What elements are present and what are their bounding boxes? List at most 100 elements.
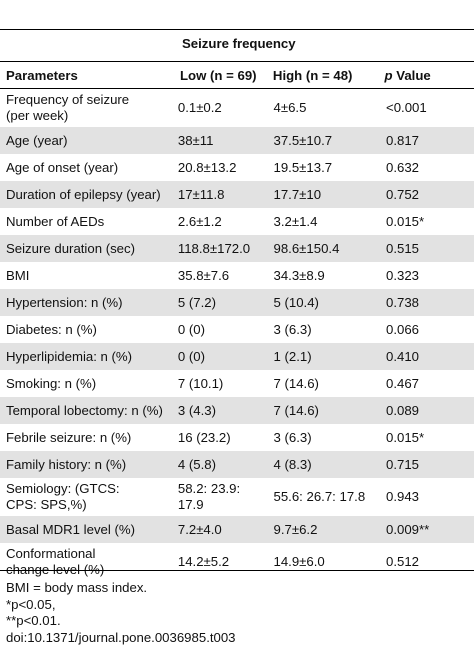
parameter-line: Hyperlipidemia: n (%) [6, 348, 133, 364]
table-row: Febrile seizure: n (%) 16 (23.2) 3 (6.3) 0.… [0, 424, 474, 451]
cell-p-value: 0.410 [380, 343, 474, 370]
data-table: Frequency of seizure (per week) 0.1±0.2 4±6… [0, 89, 474, 581]
cell-high: 7 (14.6) [273, 375, 319, 391]
table-row: Diabetes: n (%) 0 (0) 3 (6.3) 0.066 [0, 316, 474, 343]
parameter-line: Age (year) [6, 132, 68, 148]
parameter-line: Number of AEDs [6, 213, 105, 229]
parameter-line: Hypertension: n (%) [6, 294, 123, 310]
parameter-line: Frequency of seizure [6, 92, 130, 107]
cell-high: 19.5±13.7 [273, 159, 333, 175]
cell-p-value: 0.015* [386, 213, 425, 229]
table-row: Duration of epilepsy (year) 17±11.8 17.7±1… [0, 181, 474, 208]
cell-high: 34.3±8.9 [273, 267, 325, 283]
cell-p-value: 0.009** [380, 516, 474, 543]
cell-low: 2.6±1.2 [177, 213, 222, 229]
cell-high: 7 (14.6) [267, 397, 380, 424]
cell-high: 3 (6.3) [273, 429, 312, 445]
parameter-line: Conformational [6, 546, 96, 561]
cell-parameter: Conformational change level (%) [0, 543, 172, 581]
cell-high: 17.7±10 [267, 181, 380, 208]
cell-parameter: Frequency of seizure (per week) [0, 89, 172, 127]
cell-high: 55.6: 26.7: 17.8 [273, 489, 366, 504]
parameter-line: Duration of epilepsy (year) [6, 186, 161, 202]
cell-low: 7.2±4.0 [171, 516, 268, 543]
footnote-line: BMI = body mass index. [6, 580, 148, 595]
cell-low: 35.8±7.6 [177, 267, 230, 283]
table-row: Number of AEDs 2.6±1.2 3.2±1.4 0.015* [0, 208, 474, 235]
cell-p-value: 0.515 [380, 235, 474, 262]
cell-low: 14.2±5.2 [177, 554, 230, 569]
parameter-line: Temporal lobectomy: n (%) [6, 402, 163, 418]
header-p-value: p Value [379, 62, 474, 88]
cell-p-value: 0.715 [380, 451, 474, 478]
parameter-line: Febrile seizure: n (%) [6, 429, 132, 445]
cell-low: 58.2: 23.9: 17.9 [177, 481, 241, 512]
parameter-line: (per week) [6, 108, 69, 123]
cell-high: 98.6±150.4 [267, 235, 380, 262]
cell-high: 14.9±6.0 [273, 554, 325, 569]
table-row: Hyperlipidemia: n (%) 0 (0) 1 (2.1) 0.410 [0, 343, 474, 370]
cell-low: 0 (0) [171, 343, 268, 370]
cell-p-value: 0.738 [380, 289, 474, 316]
header-row: Parameters Low (n = 69) High (n = 48) p … [0, 62, 474, 88]
cell-low: 0 (0) [177, 321, 205, 337]
cell-low: 4 (5.8) [171, 451, 268, 478]
table-row: Basal MDR1 level (%) 7.2±4.0 9.7±6.2 0.009*… [0, 516, 474, 543]
cell-parameter: Basal MDR1 level (%) [0, 516, 172, 543]
parameter-line: Family history: n (%) [6, 456, 127, 472]
cell-low: 5 (7.2) [171, 289, 268, 316]
column-headers: Parameters Low (n = 69) High (n = 48) p … [0, 62, 474, 88]
cell-low: 0.1±0.2 [177, 100, 222, 115]
cell-low: 3 (4.3) [171, 397, 268, 424]
cell-high: 4±6.5 [273, 100, 307, 115]
parameter-line: CPS: SPS,%) [6, 497, 87, 512]
cell-parameter: Smoking: n (%) [0, 370, 172, 397]
table-row: Smoking: n (%) 7 (10.1) 7 (14.6) 0.467 [0, 370, 474, 397]
parameter-line: Age of onset (year) [6, 159, 119, 175]
cell-parameter: Temporal lobectomy: n (%) [0, 397, 172, 424]
table-row: Conformational change level (%) 14.2±5.2 14… [0, 543, 474, 581]
parameter-line: BMI [6, 267, 30, 283]
table-row: Hypertension: n (%) 5 (7.2) 5 (10.4) 0.738 [0, 289, 474, 316]
cell-high: 3.2±1.4 [273, 213, 318, 229]
header-high: High (n = 48) [272, 67, 353, 83]
table-row: Frequency of seizure (per week) 0.1±0.2 4±6… [0, 89, 474, 127]
table-row: Semiology: (GTCS: CPS: SPS,%) 58.2: 23.9: … [0, 478, 474, 516]
header-p-rest: Value [392, 67, 431, 83]
cell-p-value: 0.089 [380, 397, 474, 424]
cell-parameter: BMI [0, 262, 172, 289]
cell-parameter: Duration of epilepsy (year) [0, 181, 172, 208]
table-row: Age of onset (year) 20.8±13.2 19.5±13.7 0.6… [0, 154, 474, 181]
cell-parameter: Number of AEDs [0, 208, 172, 235]
cell-low: 118.8±172.0 [171, 235, 268, 262]
header-p-italic: p [384, 67, 393, 83]
cell-parameter: Family history: n (%) [0, 451, 172, 478]
cell-parameter: Age of onset (year) [0, 154, 172, 181]
cell-parameter: Hypertension: n (%) [0, 289, 172, 316]
cell-p-value: 0.015* [386, 429, 425, 445]
cell-p-value: 0.467 [386, 375, 420, 391]
footnote-line: **p<0.01. [6, 613, 61, 628]
table-row: Seizure duration (sec) 118.8±172.0 98.6±15… [0, 235, 474, 262]
parameter-line: Semiology: (GTCS: [6, 481, 120, 496]
footnote-line: *p<0.05, [6, 596, 56, 612]
cell-high: 1 (2.1) [267, 343, 380, 370]
parameter-line: Seizure duration (sec) [6, 240, 136, 256]
cell-low: 20.8±13.2 [177, 159, 237, 175]
cell-high: 3 (6.3) [273, 321, 312, 337]
cell-high: 4 (8.3) [267, 451, 380, 478]
header-parameters: Parameters [6, 67, 78, 83]
cell-parameter: Febrile seizure: n (%) [0, 424, 172, 451]
cell-p-value: 0.632 [386, 159, 420, 175]
cell-low: 17±11.8 [171, 181, 268, 208]
header-low: Low (n = 69) [179, 67, 257, 83]
parameter-line: Diabetes: n (%) [6, 321, 97, 337]
cell-p-value: 0.066 [386, 321, 420, 337]
top-rule [0, 29, 474, 30]
parameter-line: Basal MDR1 level (%) [6, 521, 135, 537]
cell-p-value: 0.323 [386, 267, 420, 283]
group-header-rule [0, 61, 474, 62]
cell-parameter: Seizure duration (sec) [0, 235, 172, 262]
header-rule [0, 88, 474, 89]
